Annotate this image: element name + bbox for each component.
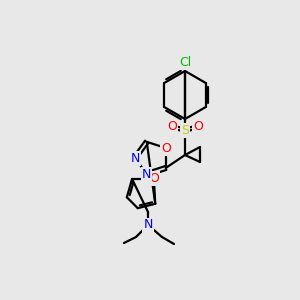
Text: O: O (149, 172, 159, 185)
Text: S: S (181, 124, 189, 136)
Text: O: O (167, 121, 177, 134)
Text: N: N (142, 168, 152, 181)
Text: O: O (193, 121, 203, 134)
Text: Cl: Cl (179, 56, 191, 68)
Text: O: O (161, 142, 171, 154)
Text: N: N (143, 218, 153, 232)
Text: N: N (130, 152, 140, 164)
